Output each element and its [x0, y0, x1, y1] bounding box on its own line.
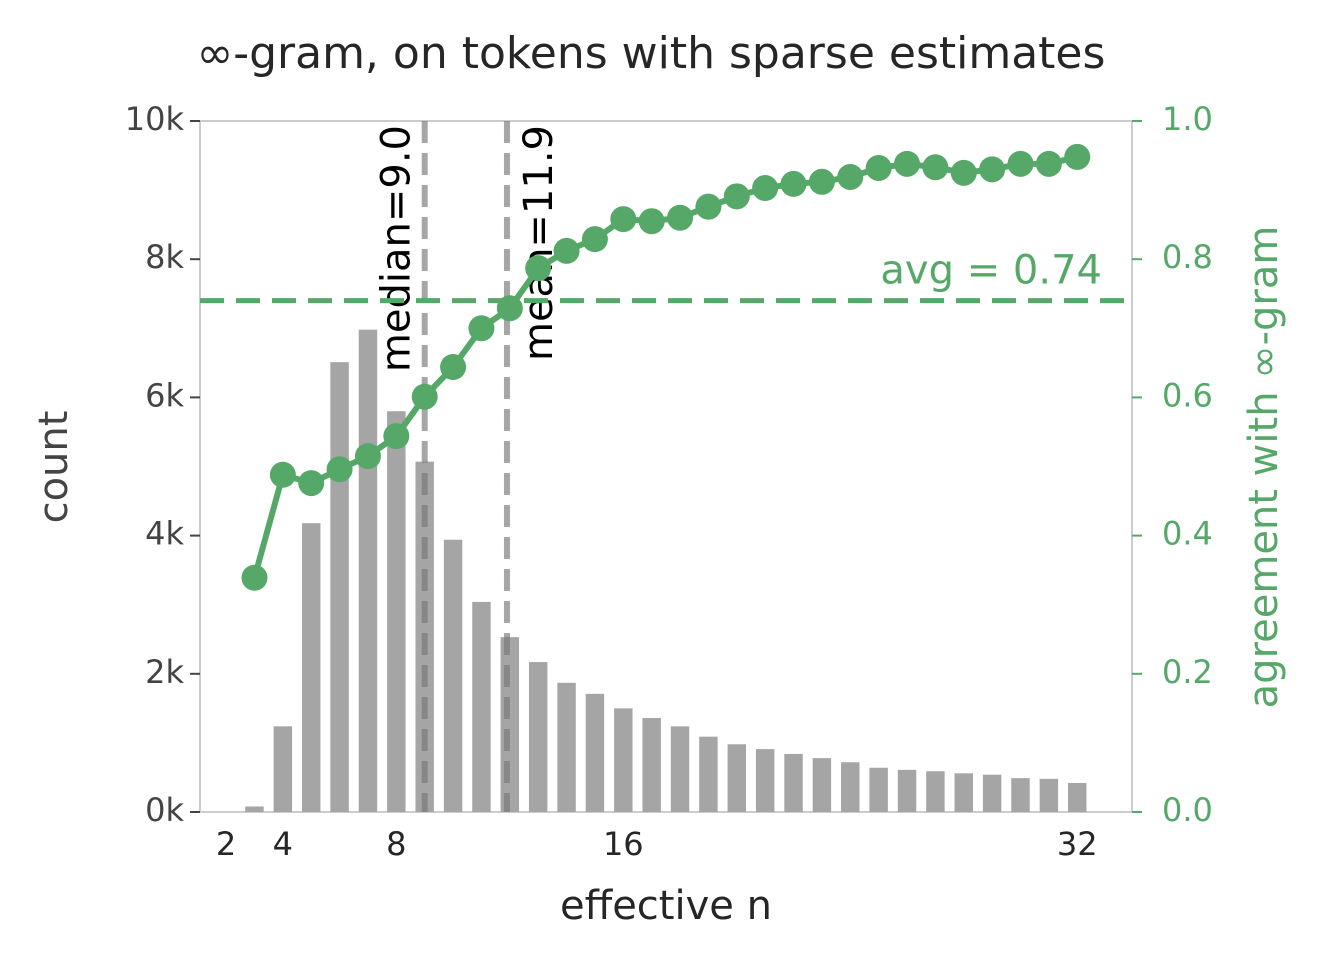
x-tick-label: 16 [603, 825, 644, 863]
line-marker [1064, 143, 1091, 170]
bar [358, 329, 378, 812]
y-tick-label: 6k [145, 376, 184, 414]
chart-title: ∞-gram, on tokens with sparse estimates [197, 28, 1106, 79]
line-marker [780, 170, 807, 197]
y2-tick-label: 0.4 [1162, 515, 1213, 553]
y2-tick-label: 0.2 [1162, 653, 1213, 691]
bar [670, 726, 690, 812]
line-marker [241, 564, 268, 591]
line-marker [468, 315, 495, 342]
y-tick-label: 2k [145, 653, 184, 691]
line-marker [610, 206, 637, 233]
bar [443, 539, 463, 812]
bar [699, 736, 718, 812]
line-marker [950, 159, 977, 186]
bar [926, 771, 945, 812]
x-tick-label: 32 [1057, 825, 1098, 863]
line-marker [581, 226, 608, 253]
reference-label: mean=11.9 [516, 125, 562, 361]
line-marker [723, 183, 750, 210]
line-marker [1007, 150, 1034, 177]
bar [812, 758, 832, 812]
x-tick-label: 8 [386, 825, 406, 863]
line-marker [808, 168, 835, 195]
line-marker [1035, 150, 1062, 177]
y-tick-label: 0k [145, 791, 184, 829]
bar [614, 708, 633, 812]
line-marker [695, 193, 722, 220]
y-tick-label: 4k [145, 515, 184, 553]
line-marker [837, 163, 864, 190]
bar [387, 411, 406, 812]
line-marker [269, 461, 296, 488]
line-marker [667, 204, 694, 231]
bar [528, 662, 548, 812]
y2-tick-label: 0.0 [1162, 791, 1213, 829]
y2-axis-label: agreement with ∞-gram [1241, 226, 1287, 709]
line-marker [922, 154, 949, 181]
bar [472, 601, 491, 812]
bar [841, 762, 860, 812]
x-axis-label: effective n [560, 883, 772, 929]
line-marker [298, 470, 325, 497]
bar [642, 718, 661, 812]
bar [954, 773, 973, 812]
y2-tick-label: 0.6 [1162, 376, 1213, 414]
bar [897, 769, 917, 812]
bar [330, 362, 349, 812]
bar [1011, 778, 1030, 812]
bar [982, 774, 1002, 812]
y-axis-label: count [31, 411, 77, 524]
line-marker [553, 237, 580, 264]
x-tick-label: 4 [273, 825, 293, 863]
bar [784, 753, 803, 812]
bar [273, 726, 293, 812]
bar [500, 637, 520, 812]
bar [727, 744, 747, 812]
y-tick-label: 8k [145, 238, 184, 276]
bar [557, 682, 576, 812]
line-marker [440, 353, 467, 380]
average-label: avg = 0.74 [880, 248, 1102, 294]
bar [869, 767, 888, 812]
bar [301, 523, 321, 812]
bar [755, 749, 775, 812]
line-marker [411, 383, 438, 410]
line-marker [865, 154, 892, 181]
y-tick-label: 10k [125, 100, 185, 138]
line-marker [383, 423, 410, 450]
y2-tick-label: 0.8 [1162, 238, 1213, 276]
line-marker [894, 150, 921, 177]
x-tick-label: 2 [216, 825, 236, 863]
reference-label: median=9.0 [374, 125, 420, 372]
line-marker [525, 255, 552, 282]
line-marker [496, 295, 523, 322]
line-marker [638, 208, 665, 235]
line-marker [354, 443, 381, 470]
bar [245, 806, 264, 812]
line-marker [752, 175, 779, 202]
bar [1039, 778, 1059, 812]
bar [585, 693, 605, 812]
y2-tick-label: 1.0 [1162, 100, 1213, 138]
line-marker [326, 456, 353, 483]
bar [1068, 782, 1087, 812]
line-marker [979, 156, 1006, 183]
plot-frame [199, 120, 1133, 813]
